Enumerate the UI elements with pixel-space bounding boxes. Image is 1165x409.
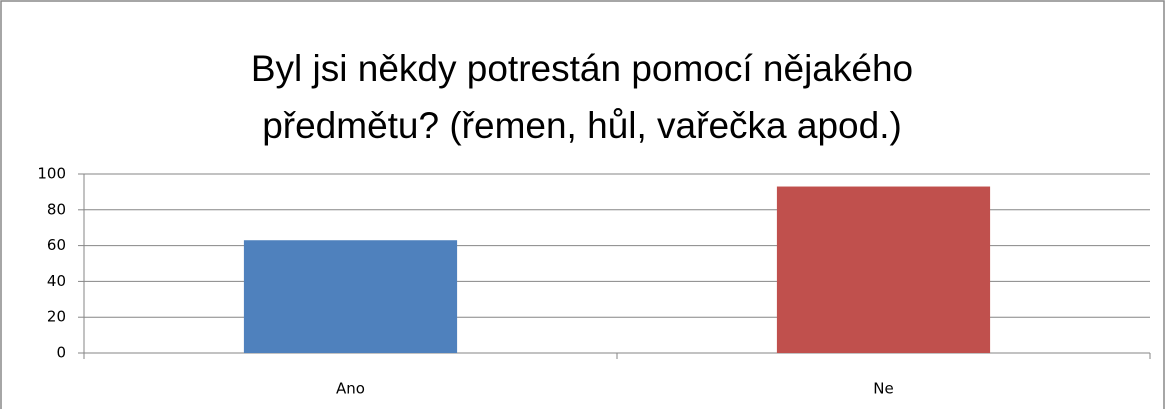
bar xyxy=(243,240,458,353)
y-tick-label: 60 xyxy=(47,236,66,254)
x-tick-label: Ano xyxy=(336,380,365,398)
y-tick-label: 40 xyxy=(47,272,66,290)
x-tick-label: Ne xyxy=(873,380,893,398)
y-tick-label: 100 xyxy=(37,165,66,183)
chart-title: Byl jsi někdy potrestán pomocí nějakého … xyxy=(250,48,914,146)
bar xyxy=(776,186,991,353)
y-tick-label: 20 xyxy=(47,308,66,326)
y-tick-label: 80 xyxy=(47,200,66,218)
y-tick-label: 0 xyxy=(56,344,66,362)
